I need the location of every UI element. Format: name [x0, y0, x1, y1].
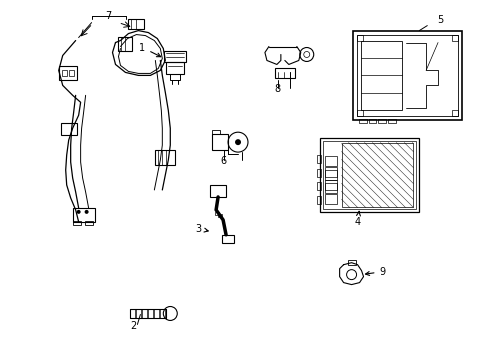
Bar	[274, 68, 294, 78]
Bar	[118, 37, 132, 50]
Bar	[160, 309, 165, 319]
Bar	[316, 154, 320, 163]
Bar	[324, 156, 336, 166]
Bar	[212, 134, 227, 150]
Bar	[84, 221, 92, 225]
Bar	[316, 197, 320, 204]
Text: 5: 5	[436, 15, 443, 24]
Circle shape	[84, 210, 88, 214]
Bar	[130, 309, 166, 319]
Bar	[148, 309, 153, 319]
Bar	[324, 184, 336, 193]
Bar	[360, 41, 401, 110]
Bar	[59, 67, 77, 80]
Bar	[356, 35, 362, 41]
Bar	[142, 309, 147, 319]
Bar	[128, 19, 144, 28]
Circle shape	[235, 139, 241, 145]
Bar	[387, 119, 396, 123]
Bar	[154, 309, 159, 319]
Bar	[155, 150, 175, 165]
Bar	[130, 309, 135, 319]
Bar	[352, 31, 461, 120]
Bar	[451, 110, 457, 116]
Bar	[61, 71, 66, 76]
Bar	[324, 167, 336, 176]
Bar	[356, 110, 362, 116]
Bar	[316, 168, 320, 176]
Bar	[210, 185, 225, 197]
Bar	[356, 35, 457, 116]
Bar	[218, 214, 222, 217]
Text: 7: 7	[105, 11, 111, 21]
Bar	[222, 235, 234, 243]
Bar	[451, 35, 457, 41]
Bar	[324, 180, 336, 190]
Circle shape	[77, 210, 81, 214]
Bar	[61, 123, 77, 135]
Bar	[322, 141, 415, 210]
Bar	[316, 183, 320, 190]
Bar	[324, 170, 336, 180]
Text: 8: 8	[274, 84, 281, 94]
Bar	[212, 130, 220, 134]
Bar	[164, 50, 186, 62]
Text: 6: 6	[220, 156, 226, 166]
Bar	[68, 71, 74, 76]
Bar	[319, 138, 419, 212]
Bar	[136, 309, 141, 319]
Bar	[324, 194, 336, 204]
Bar	[170, 75, 180, 80]
Text: 9: 9	[365, 267, 385, 276]
Bar	[73, 221, 81, 225]
Text: 4: 4	[354, 211, 360, 227]
Bar	[341, 143, 412, 207]
Bar	[358, 119, 366, 123]
Text: 2: 2	[130, 321, 137, 332]
Bar	[347, 260, 355, 265]
Bar	[368, 119, 376, 123]
Bar	[215, 212, 219, 215]
Bar	[73, 208, 94, 222]
Bar	[378, 119, 386, 123]
Text: 3: 3	[195, 224, 208, 234]
Bar	[166, 62, 184, 75]
Text: 1: 1	[139, 42, 161, 57]
